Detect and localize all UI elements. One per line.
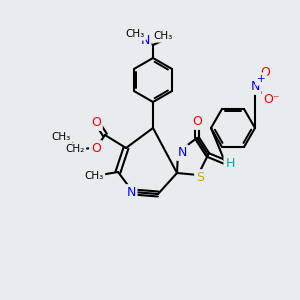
Text: CH₂: CH₂ [65,144,85,154]
Text: CH₃: CH₃ [51,132,70,142]
Text: O: O [192,115,202,128]
Text: CH₃: CH₃ [125,29,145,39]
Text: CH₃: CH₃ [153,31,172,41]
Text: S: S [196,171,204,184]
Text: +: + [257,74,265,84]
Text: CH₃: CH₃ [84,171,104,181]
Text: H: H [225,157,235,170]
Text: N: N [250,80,260,93]
Text: N: N [126,186,136,199]
Text: O: O [91,142,101,155]
Text: N: N [177,146,187,159]
Text: O: O [91,116,101,129]
Text: O: O [260,66,270,79]
Text: N: N [140,34,150,47]
Text: O⁻: O⁻ [264,93,280,106]
